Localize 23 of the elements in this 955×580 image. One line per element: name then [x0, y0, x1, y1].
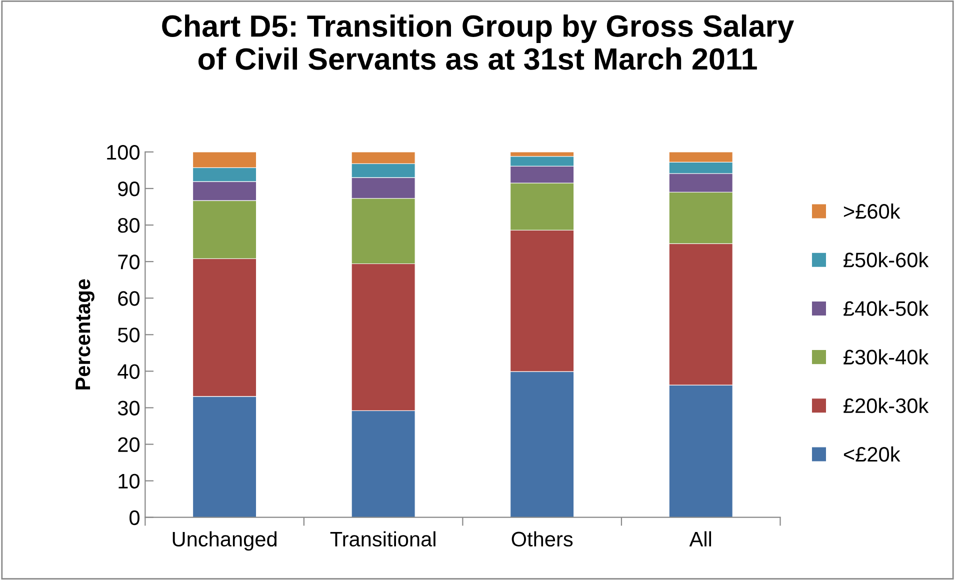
x-tick-label: Transitional — [330, 531, 436, 547]
y-tick-label: 20 — [118, 437, 140, 452]
y-tick-label: 50 — [118, 328, 140, 342]
y-tick-label: 10 — [118, 474, 140, 489]
legend-label: £40k-50k — [844, 300, 929, 316]
y-tick-label: 60 — [118, 291, 140, 306]
y-tick-label: 0 — [130, 510, 140, 526]
y-axis-title: Percentage — [76, 279, 94, 390]
y-tick-label: 90 — [118, 182, 140, 196]
legend-label: >£60k — [844, 203, 900, 219]
legend-label: £20k-30k — [844, 398, 929, 414]
legend-label: <£20k — [844, 446, 900, 462]
chart-title: Chart D5: Transition Group by Gross Salary of Civil Servants as at 31st March 2011 — [162, 14, 794, 70]
x-tick-label: Unchanged — [172, 531, 276, 551]
y-tick-label: 40 — [118, 364, 140, 379]
legend-label: £50k-60k — [844, 252, 929, 268]
x-tick-label: All — [689, 531, 712, 546]
y-tick-label: 30 — [118, 400, 140, 416]
y-tick-label: 100 — [107, 144, 140, 160]
legend-label: £30k-40k — [844, 349, 929, 365]
y-tick-label: 70 — [118, 254, 140, 270]
x-tick-label: Others — [512, 531, 573, 547]
y-tick-label: 80 — [118, 218, 140, 233]
